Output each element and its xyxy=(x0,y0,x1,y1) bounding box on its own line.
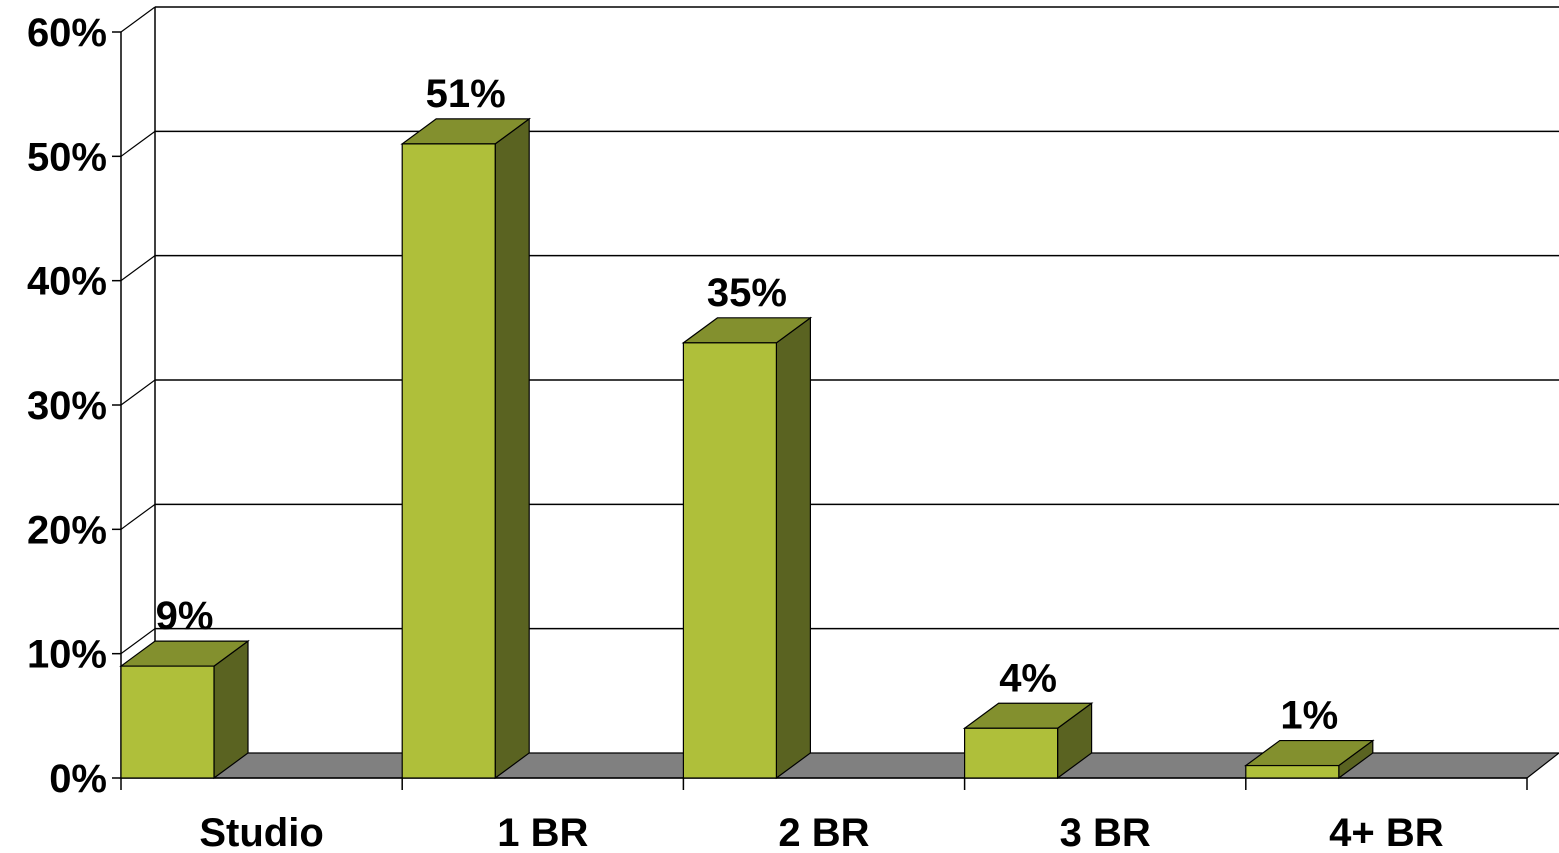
bar xyxy=(681,316,813,780)
wall-gridline-diagonal xyxy=(120,628,156,655)
y-tick-label: 40% xyxy=(27,260,107,304)
y-tick-label: 0% xyxy=(49,757,107,801)
y-tick-label: 10% xyxy=(27,633,107,677)
bar-front xyxy=(963,727,1059,779)
y-tick-label: 30% xyxy=(27,384,107,428)
labels: Studio 1 BR 2 BR 3 BR 4+ BR 9% 51% 35% 4% 1% xyxy=(156,72,1444,853)
x-tick-label: 3 BR xyxy=(1060,811,1151,853)
x-tick-label: 1 BR xyxy=(497,811,588,853)
x-tick-label: 4+ BR xyxy=(1329,811,1444,853)
data-label: 35% xyxy=(707,271,787,315)
bar xyxy=(1243,739,1375,780)
bar-front xyxy=(120,665,215,779)
bar-side xyxy=(775,316,812,780)
bars xyxy=(119,117,1375,780)
bar-front xyxy=(1245,764,1340,779)
data-label: 9% xyxy=(156,594,214,638)
bar-front xyxy=(682,342,778,779)
x-tick-label: 2 BR xyxy=(778,811,869,853)
y-tick-label: 20% xyxy=(27,508,107,552)
x-tick-label: Studio xyxy=(199,811,323,853)
wall-gridline-diagonal xyxy=(120,379,156,406)
y-tick-label: 50% xyxy=(27,135,107,179)
bar xyxy=(962,702,1094,780)
wall-gridline-diagonal xyxy=(120,503,156,530)
data-label: 51% xyxy=(426,72,506,116)
wall-gridline-diagonal xyxy=(120,6,156,33)
data-label: 1% xyxy=(1280,694,1338,738)
gridlines xyxy=(120,6,1559,779)
data-label: 4% xyxy=(999,656,1057,700)
bar xyxy=(119,639,250,780)
y-tick-label: 60% xyxy=(27,11,107,55)
wall-gridline-diagonal xyxy=(120,130,156,157)
wall-gridline-diagonal xyxy=(120,255,156,282)
bar-front xyxy=(401,143,496,779)
bar xyxy=(400,117,532,780)
bar-side xyxy=(494,117,530,780)
